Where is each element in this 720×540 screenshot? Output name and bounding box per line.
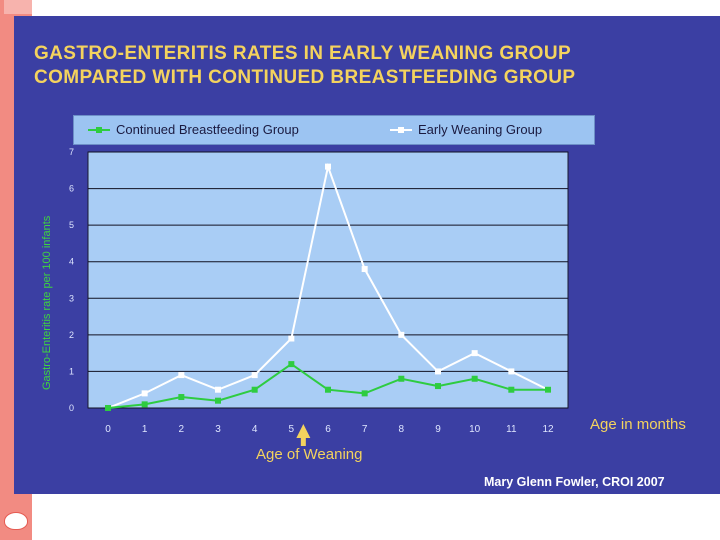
x-tick-label: 8 bbox=[399, 424, 405, 435]
series-0-point bbox=[288, 361, 295, 368]
x-tick-label: 12 bbox=[542, 424, 554, 435]
y-tick-label: 2 bbox=[69, 330, 74, 340]
series-1-point bbox=[325, 163, 331, 170]
chart-legend: Continued Breastfeeding Group Early Wean… bbox=[73, 115, 595, 145]
x-tick-label: 4 bbox=[252, 424, 258, 435]
series-0-point bbox=[141, 401, 148, 408]
series-0-point bbox=[361, 390, 368, 397]
series-1-point bbox=[398, 331, 405, 338]
y-tick-label: 4 bbox=[69, 257, 74, 267]
x-tick-label: 3 bbox=[215, 424, 221, 435]
legend-item-early-weaning: Early Weaning Group bbox=[390, 122, 542, 137]
x-tick-label: 6 bbox=[325, 424, 331, 435]
legend-label-early-weaning: Early Weaning Group bbox=[418, 122, 543, 137]
y-tick-label: 7 bbox=[69, 147, 74, 157]
x-tick-label: 1 bbox=[142, 424, 148, 435]
x-tick-label: 5 bbox=[289, 424, 295, 435]
y-tick-label: 0 bbox=[69, 403, 74, 413]
y-tick-label: 5 bbox=[69, 220, 74, 230]
y-tick-label: 3 bbox=[69, 293, 74, 303]
annotation-age-of-weaning: Age of Weaning bbox=[256, 446, 363, 463]
y-tick-label: 6 bbox=[69, 184, 74, 194]
series-1-point bbox=[361, 266, 368, 273]
series-0-point bbox=[471, 375, 478, 382]
x-axis-label: Age in months bbox=[590, 416, 686, 433]
series-0-point bbox=[215, 397, 221, 404]
series-0-point bbox=[178, 394, 185, 401]
series-1-point bbox=[251, 372, 258, 379]
chart-title: GASTRO-ENTERITIS RATES IN EARLY WEANING … bbox=[34, 42, 714, 90]
legend-item-breastfeeding: Continued Breastfeeding Group bbox=[88, 122, 299, 137]
series-1-point bbox=[508, 368, 515, 375]
decor-blob-icon bbox=[4, 512, 28, 530]
weaning-arrow-head-icon bbox=[296, 424, 311, 438]
x-tick-label: 10 bbox=[469, 424, 481, 435]
x-tick-label: 9 bbox=[435, 424, 441, 435]
x-tick-label: 11 bbox=[506, 424, 517, 435]
series-0-point bbox=[508, 386, 515, 393]
series-0-point bbox=[105, 405, 111, 411]
series-1-point bbox=[215, 386, 221, 393]
series-0-point bbox=[545, 386, 551, 393]
series-0-point bbox=[251, 386, 258, 393]
chart-title-line-2: COMPARED WITH CONTINUED BREASTFEEDING GR… bbox=[34, 67, 576, 88]
series-1-point bbox=[141, 390, 148, 397]
x-tick-label: 7 bbox=[362, 424, 368, 435]
source-credit: Mary Glenn Fowler, CROI 2007 bbox=[484, 475, 665, 489]
series-1-point bbox=[435, 368, 441, 375]
decor-tab bbox=[4, 0, 32, 14]
chart-title-line-1: GASTRO-ENTERITIS RATES IN EARLY WEANING … bbox=[34, 43, 572, 64]
series-1-point bbox=[288, 335, 295, 342]
legend-swatch-breastfeeding bbox=[88, 126, 110, 133]
series-0-point bbox=[325, 386, 331, 393]
weaning-arrow-shaft bbox=[300, 438, 306, 446]
series-1-point bbox=[471, 350, 478, 357]
series-0-point bbox=[398, 375, 405, 382]
x-tick-label: 2 bbox=[179, 424, 185, 435]
plot-area bbox=[87, 151, 569, 409]
legend-label-breastfeeding: Continued Breastfeeding Group bbox=[116, 122, 299, 137]
series-1-point bbox=[178, 372, 185, 379]
legend-swatch-early-weaning bbox=[390, 126, 412, 133]
x-tick-label: 0 bbox=[105, 424, 111, 435]
series-0-point bbox=[435, 383, 441, 390]
y-tick-label: 1 bbox=[69, 366, 74, 376]
